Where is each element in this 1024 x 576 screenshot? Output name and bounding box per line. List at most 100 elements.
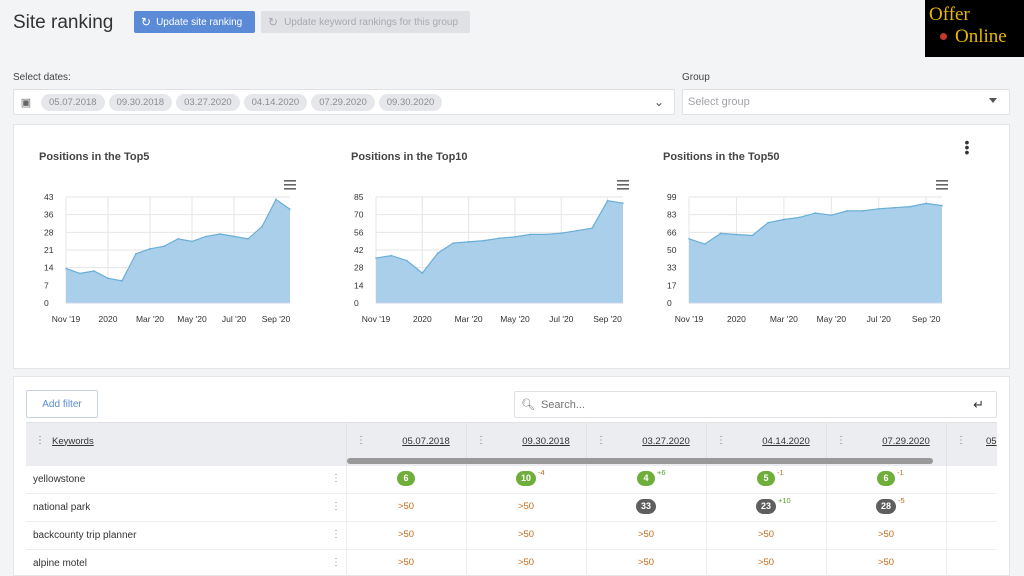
search-icon: 🔍︎ <box>521 399 535 411</box>
rank-value: >50 <box>517 529 535 540</box>
table-row[interactable]: backcounty trip planner ⋮ >50 >50 >50 >50 >50 <box>26 522 997 550</box>
search-field[interactable]: 🔍︎ ↵ <box>514 391 997 418</box>
cell-divider <box>826 550 827 576</box>
x-tick-label: Sep '20 <box>262 314 291 324</box>
rank-badge: 28 <box>875 499 896 514</box>
column-menu-icon[interactable]: ⋮ <box>35 435 45 446</box>
horizontal-scrollbar[interactable] <box>347 458 933 464</box>
table-row[interactable]: yellowstone ⋮ 6 10 -4 4 +6 5 -1 6 -1 <box>26 466 997 494</box>
menu-bar <box>617 188 629 190</box>
add-filter-button[interactable]: Add filter <box>26 390 98 418</box>
rank-delta: -1 <box>897 468 904 477</box>
data-point <box>405 259 408 262</box>
date-chip[interactable]: 03.27.2020 <box>176 93 240 111</box>
rank-value: >50 <box>397 501 415 512</box>
more-vertical-icon[interactable]: • • • <box>964 134 970 160</box>
y-tick-label: 50 <box>667 245 677 255</box>
cell-divider <box>466 522 467 550</box>
x-tick-label: Nov '19 <box>675 314 704 324</box>
column-header-date[interactable]: 05 <box>986 423 997 459</box>
data-point <box>421 272 424 275</box>
caret-down-icon[interactable] <box>989 98 997 103</box>
column-header-date[interactable]: 04.14.2020 <box>726 423 846 459</box>
x-tick-label: Sep '20 <box>912 314 941 324</box>
keyword-cell: national park <box>33 502 91 513</box>
data-point <box>560 232 563 235</box>
date-chip[interactable]: 07.29.2020 <box>311 93 375 111</box>
x-tick-label: Nov '19 <box>362 314 391 324</box>
rank-cell: >50 <box>706 555 826 573</box>
x-tick-label: May '20 <box>817 314 847 324</box>
cell-divider <box>586 550 587 576</box>
x-tick-label: Mar '20 <box>770 314 798 324</box>
column-header-date[interactable]: 03.27.2020 <box>606 423 726 459</box>
column-header-date[interactable]: 09.30.2018 <box>486 423 606 459</box>
dates-select[interactable]: ▣ 05.07.2018 09.30.2018 03.27.2020 04.14… <box>13 89 675 115</box>
data-point <box>191 240 193 243</box>
row-menu-icon[interactable]: ⋮ <box>331 529 341 540</box>
update-keyword-rankings-button[interactable]: ↻ Update keyword rankings for this group <box>261 11 470 33</box>
chart-title-top5: Positions in the Top5 <box>39 151 150 163</box>
row-menu-icon[interactable]: ⋮ <box>331 557 341 568</box>
chart-title-top50: Positions in the Top50 <box>663 151 780 163</box>
menu-bar <box>617 180 629 182</box>
row-menu-icon[interactable]: ⋮ <box>331 473 341 484</box>
chart-menu-icon[interactable] <box>936 180 948 190</box>
data-point <box>135 252 137 255</box>
data-point <box>149 247 151 250</box>
column-menu-icon[interactable]: ⋮ <box>956 435 966 446</box>
y-tick-label: 17 <box>667 280 677 290</box>
y-tick-label: 66 <box>667 227 677 237</box>
rank-cell: >50 <box>826 555 946 573</box>
y-tick-label: 99 <box>667 192 677 202</box>
rank-badge: 33 <box>635 499 656 514</box>
row-menu-icon[interactable]: ⋮ <box>331 501 341 512</box>
group-label: Group <box>682 72 710 83</box>
data-point <box>767 221 770 224</box>
column-header-date[interactable]: 05.07.2018 <box>366 423 486 459</box>
column-menu-icon[interactable]: ⋮ <box>476 435 486 446</box>
column-menu-icon[interactable]: ⋮ <box>356 435 366 446</box>
group-select[interactable]: Select group <box>682 89 1010 115</box>
column-menu-icon[interactable]: ⋮ <box>596 435 606 446</box>
update-site-ranking-button[interactable]: ↻ Update site ranking <box>134 11 255 33</box>
data-point <box>909 205 912 208</box>
cell-divider <box>826 466 827 494</box>
y-tick-label: 28 <box>44 227 54 237</box>
data-point <box>575 229 578 232</box>
data-point <box>846 209 849 212</box>
rank-cell: 23 +10 <box>706 496 826 517</box>
date-chip[interactable]: 09.30.2018 <box>108 93 173 111</box>
table-row[interactable]: national park ⋮ >50 >50 33 23 +10 28 -5 <box>26 494 997 522</box>
data-point <box>622 202 624 205</box>
date-chip[interactable]: 09.30.2020 <box>378 93 443 111</box>
column-menu-icon[interactable]: ⋮ <box>836 435 846 446</box>
date-chip[interactable]: 04.14.2020 <box>243 93 308 111</box>
rank-cell: >50 <box>586 555 706 573</box>
cell-divider <box>346 550 347 576</box>
y-tick-label: 83 <box>667 210 677 220</box>
column-menu-icon[interactable]: ⋮ <box>716 435 726 446</box>
data-point <box>751 234 754 237</box>
date-chip[interactable]: 05.07.2018 <box>41 93 105 111</box>
data-point <box>289 208 291 211</box>
enter-icon[interactable]: ↵ <box>973 397 984 412</box>
chevron-down-icon[interactable]: ⌄ <box>653 95 664 109</box>
y-tick-label: 43 <box>44 192 54 202</box>
table-row[interactable]: alpine motel ⋮ >50 >50 >50 >50 >50 <box>26 550 997 576</box>
chart-menu-icon[interactable] <box>284 180 296 190</box>
cell-divider <box>826 522 827 550</box>
column-header-date[interactable]: 07.29.2020 <box>846 423 966 459</box>
rank-value: >50 <box>877 529 895 540</box>
cell-divider <box>466 466 467 494</box>
data-point <box>688 237 690 240</box>
chart-menu-icon[interactable] <box>617 180 629 190</box>
rank-delta: -5 <box>898 496 905 505</box>
data-point <box>735 233 738 236</box>
column-header-label: 04.14.2020 <box>762 435 810 447</box>
search-input[interactable] <box>540 398 961 411</box>
column-header-keywords[interactable]: Keywords <box>52 423 94 459</box>
update-site-ranking-label: Update site ranking <box>156 16 243 28</box>
data-point <box>375 257 377 260</box>
